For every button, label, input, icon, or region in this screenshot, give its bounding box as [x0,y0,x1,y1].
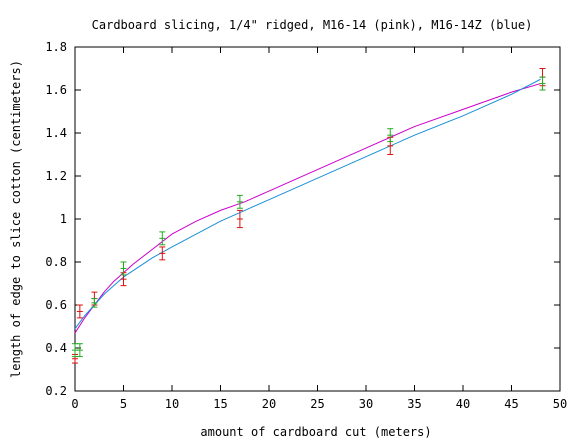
error-bar-point [76,304,83,319]
x-tick-label: 35 [407,397,421,411]
x-tick-label: 10 [165,397,179,411]
series-line-1 [74,78,541,329]
x-tick-label: 30 [359,397,373,411]
error-bar-point [539,76,546,91]
error-bar-point [91,298,98,308]
x-tick-label: 25 [310,397,324,411]
y-tick-label: 0.4 [45,341,67,355]
x-tick-label: 40 [456,397,470,411]
y-tick-label: 1.2 [45,169,67,183]
y-tick-label: 1.8 [45,40,67,54]
y-tick-label: 1.6 [45,83,67,97]
x-axis-label: amount of cardboard cut (meters) [200,425,431,439]
y-tick-label: 0.6 [45,298,67,312]
y-tick-label: 1 [60,212,67,226]
series-line-0 [74,83,541,334]
y-tick-label: 0.8 [45,255,67,269]
chart-title: Cardboard slicing, 1/4" ridged, M16-14 (… [92,18,533,32]
plot-area: 0 5 10 15 20 25 30 35 40 45 50 0.2 0.4 0.6 0.8 1 1.2 1.4 1… [45,40,567,411]
error-bar-series-3 [72,76,546,358]
error-bar-point [120,261,127,276]
error-bar-point [236,194,243,209]
error-bar-point [159,231,166,246]
error-bar-point [159,246,166,261]
y-tick-label: 0.2 [45,384,67,398]
x-tick-label: 50 [553,397,567,411]
y-axis-label: length of edge to slice cotton (centimet… [9,60,23,378]
x-tick-label: 0 [71,397,78,411]
x-tick-label: 20 [262,397,276,411]
y-tick-label: 1.4 [45,126,67,140]
error-bar-point [236,209,243,229]
x-tick-label: 5 [120,397,127,411]
error-bar-point [76,343,83,358]
x-tick-label: 45 [504,397,518,411]
plot-frame [74,46,561,392]
error-bar-series-2 [72,68,546,364]
x-tick-label: 15 [213,397,227,411]
error-bar-point [387,128,394,143]
